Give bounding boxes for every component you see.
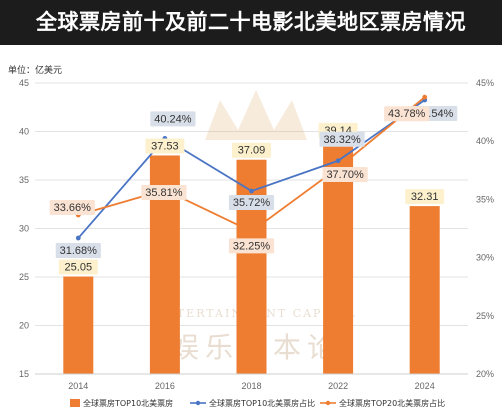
top20-share-label-bg bbox=[49, 199, 95, 215]
bar-value-label: 37.09 bbox=[238, 145, 266, 157]
legend-label-top20-share: 全球票房TOP20北美票房占比 bbox=[339, 398, 445, 408]
x-axis: 2014 2016 2018 2022 2024 bbox=[35, 373, 468, 391]
legend-label-bar: 全球票房TOP10北美票房 bbox=[83, 398, 173, 408]
line-point bbox=[249, 229, 254, 234]
bar-value-label: 25.05 bbox=[65, 262, 93, 274]
bar-value-label-bg bbox=[232, 142, 271, 158]
right-tick-label: 40% bbox=[476, 136, 494, 146]
left-tick-label: 30 bbox=[19, 224, 29, 234]
top20-share-label-bg bbox=[228, 238, 275, 254]
left-tick-label: 45 bbox=[19, 78, 29, 88]
x-tick-label: 2016 bbox=[155, 381, 175, 391]
left-tick-label: 15 bbox=[19, 369, 29, 379]
combo-chart: ENTERTAINMENT CAPITAL 娱乐资本论 单位：亿美元 15202… bbox=[8, 64, 494, 408]
line-point bbox=[75, 235, 81, 241]
x-tick-label: 2024 bbox=[415, 381, 435, 391]
top10-share-label: 40.24% bbox=[154, 113, 192, 125]
line-point bbox=[249, 188, 254, 194]
left-tick-label: 20 bbox=[19, 321, 29, 331]
right-tick-label: 25% bbox=[476, 311, 494, 321]
top20-share-label: 35.81% bbox=[145, 187, 183, 199]
top20-share-label-bg bbox=[384, 106, 430, 122]
legend-swatch-point bbox=[195, 400, 201, 406]
x-tick-label: 2022 bbox=[328, 381, 348, 391]
right-tick-label: 45% bbox=[476, 78, 494, 88]
top10-share-label: 38.32% bbox=[323, 134, 361, 146]
line-series bbox=[75, 94, 428, 241]
top10-share-label-bg bbox=[55, 243, 101, 259]
top20-share-label-bg bbox=[322, 166, 368, 182]
crown-icon bbox=[205, 90, 307, 140]
chart-title: 全球票房前十及前二十电影北美地区票房情况 bbox=[0, 0, 502, 45]
top10-share-label-bg bbox=[319, 131, 365, 147]
line-point bbox=[422, 94, 428, 100]
bar-value-label-bg bbox=[405, 189, 445, 205]
right-axis: 20% 25% 30% 35% 40% 45% bbox=[476, 78, 494, 379]
top20-share-label: 32.25% bbox=[233, 240, 271, 252]
x-tick-label: 2014 bbox=[68, 381, 88, 391]
bar-value-label: 32.31 bbox=[411, 191, 439, 203]
legend-label-top10-share: 全球票房TOP10北美票房占比 bbox=[209, 398, 315, 408]
x-tick-label: 2018 bbox=[241, 381, 261, 391]
top20-share-label-bg bbox=[141, 184, 187, 200]
right-tick-label: 20% bbox=[476, 369, 494, 379]
left-tick-label: 35 bbox=[19, 175, 29, 185]
top10-share-label-bg bbox=[150, 111, 196, 127]
line-point bbox=[335, 158, 341, 164]
legend: 全球票房TOP10北美票房 全球票房TOP10北美票房占比 全球票房TOP20北美票… bbox=[70, 398, 445, 408]
top10-share-label-bg bbox=[228, 195, 275, 211]
left-axis: 15 20 25 30 35 40 45 bbox=[19, 78, 29, 379]
bar bbox=[409, 206, 440, 374]
top20-share-label: 33.66% bbox=[54, 202, 92, 214]
right-tick-label: 30% bbox=[476, 253, 494, 263]
bar-value-label-bg bbox=[58, 259, 98, 275]
right-tick-label: 35% bbox=[476, 194, 494, 204]
left-tick-label: 40 bbox=[19, 127, 29, 137]
bar-value-label: 37.53 bbox=[151, 140, 179, 152]
unit-label: 单位：亿美元 bbox=[8, 64, 62, 76]
legend-swatch-point bbox=[325, 400, 331, 406]
left-tick-label: 25 bbox=[19, 272, 29, 282]
top20-share-label: 37.70% bbox=[326, 169, 364, 181]
bar bbox=[63, 276, 94, 374]
bar-series bbox=[63, 139, 440, 374]
bar-value-label-bg bbox=[145, 138, 185, 154]
top10-share-label: 35.72% bbox=[233, 197, 271, 209]
legend-swatch-bar bbox=[70, 399, 80, 407]
top20-share-label: 43.78% bbox=[388, 108, 426, 120]
top10-share-label: 31.68% bbox=[60, 245, 98, 257]
